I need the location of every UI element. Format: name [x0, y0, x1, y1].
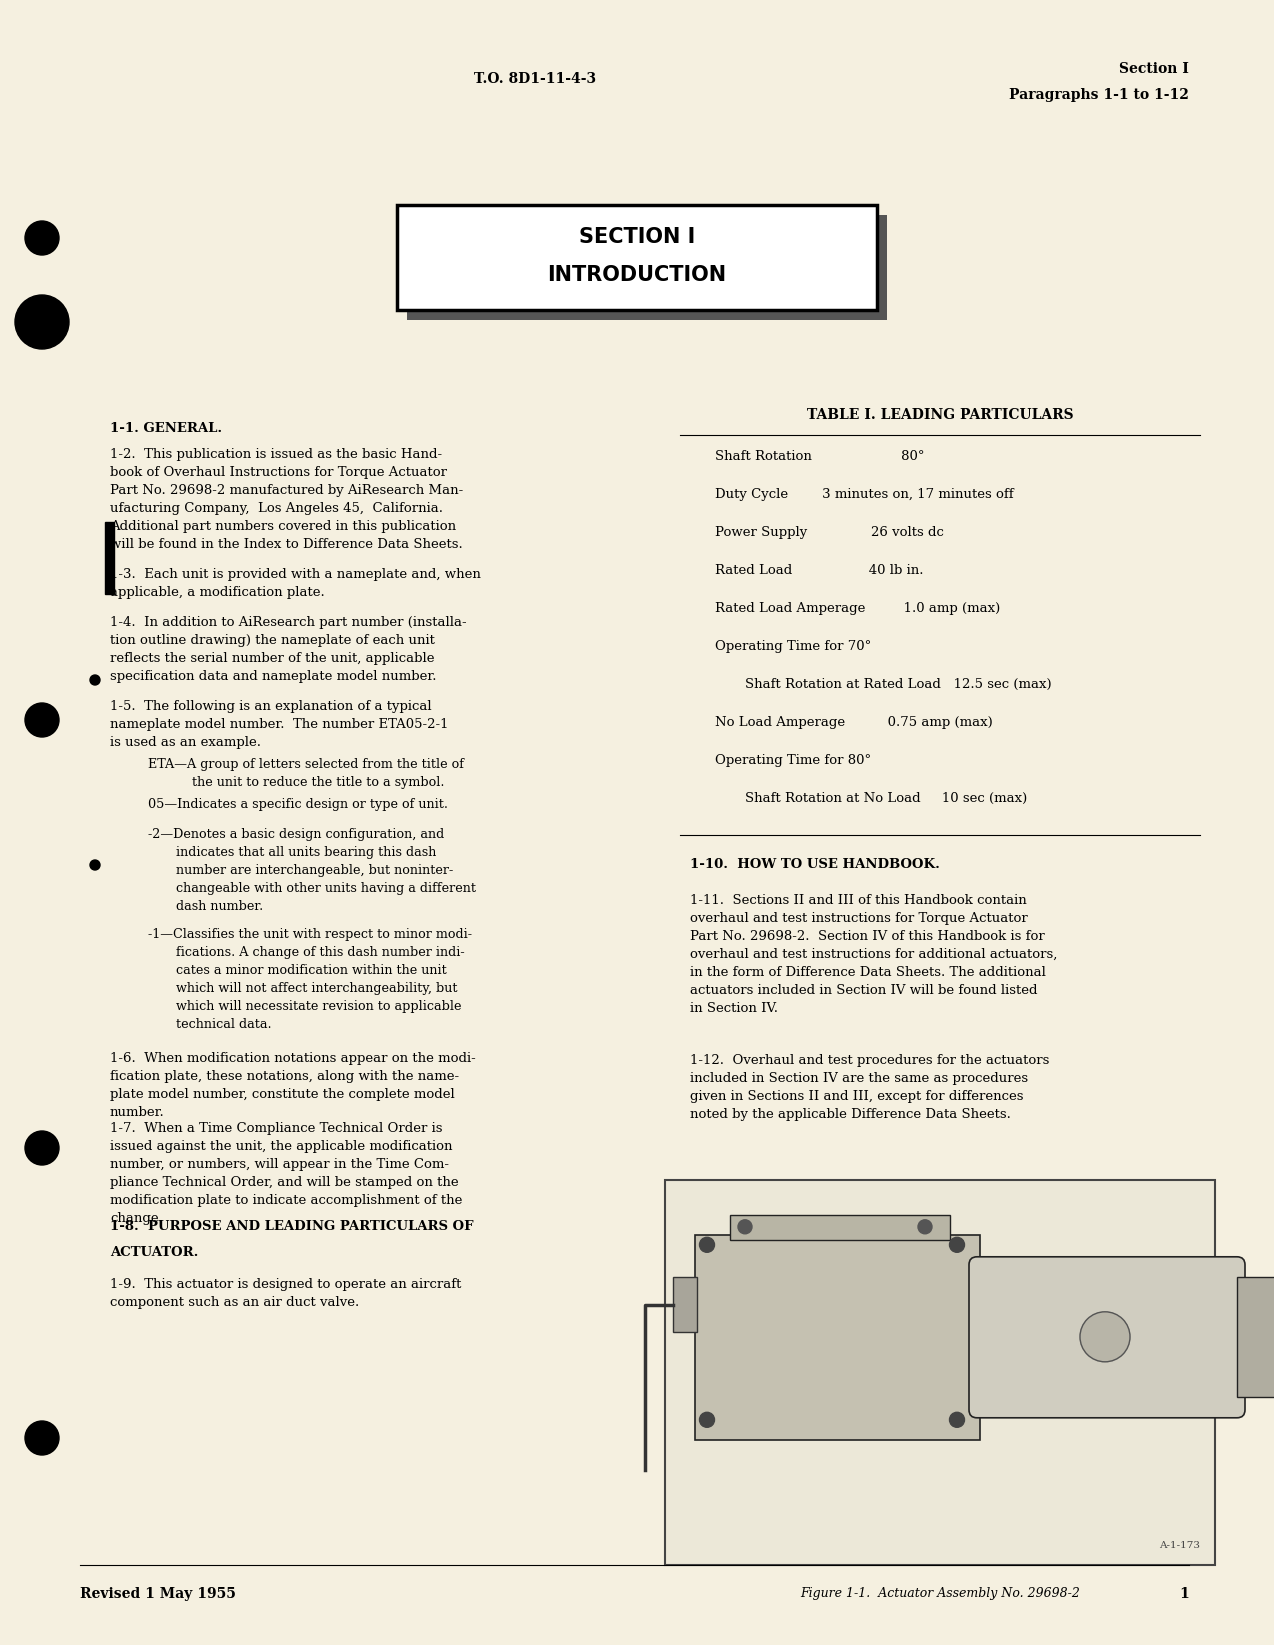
Circle shape: [25, 1132, 59, 1165]
FancyBboxPatch shape: [970, 1257, 1245, 1418]
Text: -1—Classifies the unit with respect to minor modi-
       fications. A change of: -1—Classifies the unit with respect to m…: [148, 928, 471, 1031]
Text: 1-10.  HOW TO USE HANDBOOK.: 1-10. HOW TO USE HANDBOOK.: [691, 859, 940, 870]
Text: -2—Denotes a basic design configuration, and
       indicates that all units bea: -2—Denotes a basic design configuration,…: [148, 827, 476, 913]
Bar: [673, 1277, 697, 1332]
Text: Rated Load Amperage         1.0 amp (max): Rated Load Amperage 1.0 amp (max): [715, 602, 1000, 615]
Text: A-1-173: A-1-173: [1159, 1541, 1200, 1550]
Circle shape: [699, 1413, 715, 1428]
Text: 1-2.  This publication is issued as the basic Hand-
book of Overhaul Instruction: 1-2. This publication is issued as the b…: [110, 447, 464, 551]
Text: Operating Time for 70°: Operating Time for 70°: [715, 640, 871, 653]
Text: Shaft Rotation at No Load     10 sec (max): Shaft Rotation at No Load 10 sec (max): [745, 791, 1027, 804]
Text: SECTION I: SECTION I: [578, 227, 696, 247]
Text: 1: 1: [1180, 1587, 1189, 1601]
Text: 1-7.  When a Time Compliance Technical Order is
issued against the unit, the app: 1-7. When a Time Compliance Technical Or…: [110, 1122, 462, 1226]
Circle shape: [25, 702, 59, 737]
Bar: [1237, 1277, 1274, 1397]
Bar: [406, 215, 887, 321]
Text: Revised 1 May 1955: Revised 1 May 1955: [80, 1587, 236, 1601]
Circle shape: [90, 860, 99, 870]
Bar: [104, 521, 113, 594]
Text: 1-3.  Each unit is provided with a nameplate and, when
applicable, a modificatio: 1-3. Each unit is provided with a namepl…: [110, 568, 480, 599]
Text: 1-5.  The following is an explanation of a typical
nameplate model number.  The : 1-5. The following is an explanation of …: [110, 701, 448, 748]
Text: Paragraphs 1-1 to 1-12: Paragraphs 1-1 to 1-12: [1009, 87, 1189, 102]
Text: 1-4.  In addition to AiResearch part number (installa-
tion outline drawing) the: 1-4. In addition to AiResearch part numb…: [110, 615, 466, 683]
Text: Section I: Section I: [1119, 63, 1189, 76]
Bar: [665, 1179, 1215, 1564]
Text: Figure 1-1.  Actuator Assembly No. 29698-2: Figure 1-1. Actuator Assembly No. 29698-…: [800, 1587, 1080, 1601]
Text: 1-11.  Sections II and III of this Handbook contain
overhaul and test instructio: 1-11. Sections II and III of this Handbo…: [691, 893, 1057, 1015]
Circle shape: [25, 1421, 59, 1454]
Circle shape: [90, 674, 99, 684]
Text: 1-12.  Overhaul and test procedures for the actuators
included in Section IV are: 1-12. Overhaul and test procedures for t…: [691, 1053, 1050, 1120]
Text: Rated Load                  40 lb in.: Rated Load 40 lb in.: [715, 564, 924, 577]
Text: ETA—A group of letters selected from the title of
           the unit to reduce : ETA—A group of letters selected from the…: [148, 758, 464, 790]
Text: INTRODUCTION: INTRODUCTION: [548, 265, 726, 285]
Circle shape: [919, 1221, 933, 1234]
Text: ACTUATOR.: ACTUATOR.: [110, 1245, 199, 1258]
Text: 1-6.  When modification notations appear on the modi-
fication plate, these nota: 1-6. When modification notations appear …: [110, 1053, 475, 1119]
Circle shape: [699, 1237, 715, 1252]
Text: No Load Amperage          0.75 amp (max): No Load Amperage 0.75 amp (max): [715, 716, 992, 729]
Text: Operating Time for 80°: Operating Time for 80°: [715, 753, 871, 767]
Bar: [397, 206, 877, 309]
Circle shape: [738, 1221, 752, 1234]
Bar: [696, 1235, 980, 1439]
Text: 1-1. GENERAL.: 1-1. GENERAL.: [110, 423, 222, 434]
Text: TABLE I. LEADING PARTICULARS: TABLE I. LEADING PARTICULARS: [806, 408, 1073, 423]
Bar: [730, 1214, 950, 1240]
Circle shape: [25, 220, 59, 255]
Circle shape: [949, 1413, 964, 1428]
Circle shape: [1080, 1311, 1130, 1362]
Text: T.O. 8D1-11-4-3: T.O. 8D1-11-4-3: [474, 72, 596, 86]
Text: Shaft Rotation at Rated Load   12.5 sec (max): Shaft Rotation at Rated Load 12.5 sec (m…: [745, 678, 1051, 691]
Text: Duty Cycle        3 minutes on, 17 minutes off: Duty Cycle 3 minutes on, 17 minutes off: [715, 489, 1014, 502]
Circle shape: [15, 294, 69, 349]
Text: 1-8.  PURPOSE AND LEADING PARTICULARS OF: 1-8. PURPOSE AND LEADING PARTICULARS OF: [110, 1221, 474, 1234]
Text: 1-9.  This actuator is designed to operate an aircraft
component such as an air : 1-9. This actuator is designed to operat…: [110, 1278, 461, 1309]
Text: Power Supply               26 volts dc: Power Supply 26 volts dc: [715, 526, 944, 540]
Text: Shaft Rotation                     80°: Shaft Rotation 80°: [715, 451, 925, 462]
Circle shape: [949, 1237, 964, 1252]
Text: 05—Indicates a specific design or type of unit.: 05—Indicates a specific design or type o…: [148, 798, 448, 811]
